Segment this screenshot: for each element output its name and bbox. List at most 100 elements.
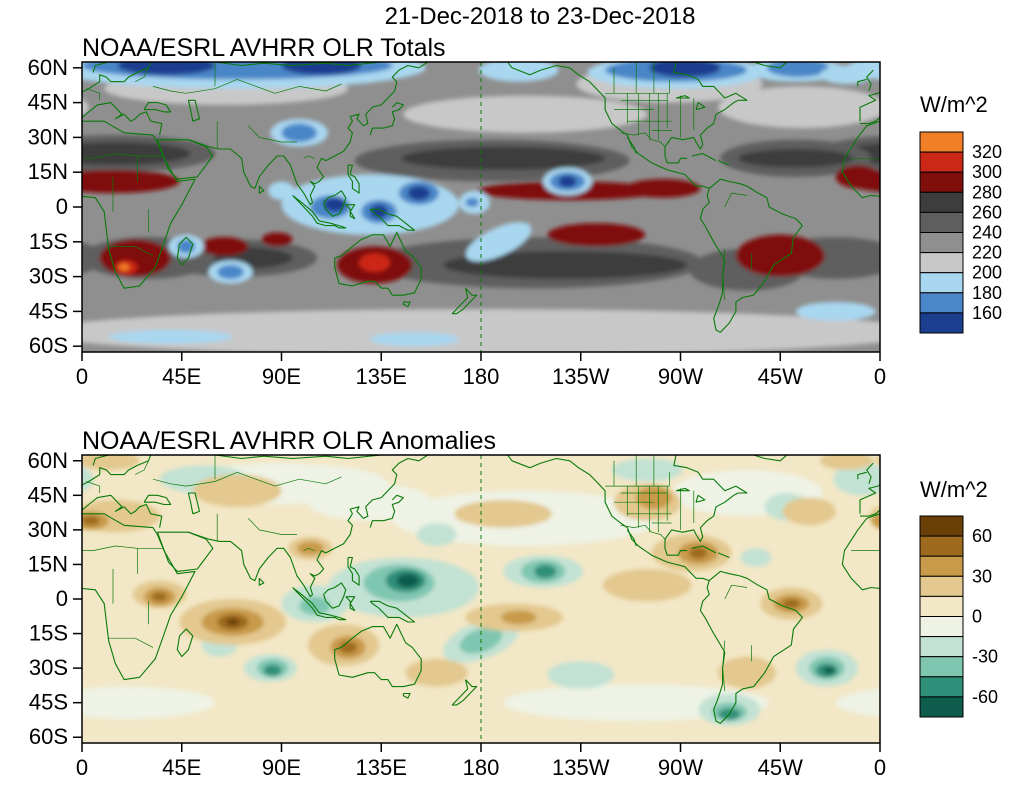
field-blob (501, 610, 537, 625)
coastline (345, 596, 356, 612)
coastline (717, 552, 730, 559)
country-border (248, 125, 297, 143)
figure-date-title: 21-Dec-2018 to 23-Dec-2018 (385, 3, 696, 30)
map-area (69, 52, 1027, 352)
colorbar-tick-label: 280 (972, 182, 1002, 202)
field-blob (547, 223, 646, 247)
lon-tick-label: 0 (874, 364, 886, 389)
lon-tick-label: 45E (162, 755, 201, 780)
field-blob (823, 666, 835, 674)
coastline (695, 102, 706, 111)
country-border (722, 640, 726, 692)
field-blob (689, 547, 708, 559)
field-blob (782, 599, 801, 609)
coastline (664, 62, 748, 164)
field-blob (880, 52, 1027, 80)
field-blob (718, 656, 776, 689)
coastline (369, 102, 404, 136)
lon-tick-label: 135E (356, 755, 407, 780)
colorbar2-units-label: W/m^2 (920, 477, 988, 502)
field-blob (297, 541, 324, 556)
field-blob (403, 95, 648, 133)
lat-tick-label: 30N (28, 124, 68, 149)
country-border (984, 472, 1027, 486)
field-blob (261, 232, 293, 247)
field-blob (558, 175, 577, 188)
country-border (274, 83, 342, 94)
coastline (82, 513, 196, 681)
colorbar-box (919, 595, 964, 618)
colorbar-box (919, 191, 964, 213)
coastline (699, 570, 803, 724)
lat-tick-label: 0 (56, 586, 68, 611)
colorbar-box (919, 151, 964, 173)
colorbar-tick-label: 300 (972, 162, 1002, 182)
lon-tick-label: 0 (76, 755, 88, 780)
field-blob (82, 466, 94, 492)
field-blob (117, 62, 215, 75)
country-border (303, 155, 315, 159)
country-border (186, 471, 276, 487)
coastline (699, 178, 803, 333)
coastline (753, 455, 788, 462)
colorbar-box (919, 312, 964, 334)
field-blob (611, 458, 683, 482)
field-blob (738, 149, 854, 168)
lat-tick-label: 15S (29, 229, 68, 254)
country-border (135, 460, 149, 475)
coastline-group (507, 62, 907, 333)
lon-tick-label: 135E (356, 364, 407, 389)
coastline (82, 494, 163, 528)
coastline (1013, 455, 1027, 459)
coastline (187, 99, 201, 122)
coastline (69, 70, 76, 91)
country-border (620, 132, 666, 147)
coastline (626, 529, 637, 547)
coastline (82, 62, 152, 93)
panel2-title: NOAA/ESRL AVHRR OLR Anomalies (82, 427, 496, 455)
field-blob (407, 186, 430, 201)
colorbar-tick-label: 30 (972, 566, 992, 586)
field-blob (443, 251, 688, 279)
coastline (507, 62, 710, 189)
colorbar-box (919, 616, 964, 638)
field-blob (547, 661, 615, 689)
coastline-group (69, 62, 478, 315)
field-blob (820, 65, 874, 85)
colorbar-tick-label: 180 (972, 283, 1002, 303)
field-blob (217, 265, 244, 279)
colorbar-tick-label: 200 (972, 263, 1002, 283)
field-blob (795, 302, 876, 321)
lat-tick-label: 60N (28, 448, 68, 473)
coastline (214, 62, 382, 67)
coastline (0, 571, 4, 723)
lon-tick-label: 45W (758, 364, 803, 389)
country-border (108, 246, 154, 257)
field-blob (718, 86, 880, 129)
coastline (323, 582, 347, 609)
field-blob (454, 500, 552, 528)
field-blob (625, 179, 701, 198)
colorbar-tick-label: -30 (972, 647, 998, 667)
coastline (507, 455, 710, 582)
field-blob (192, 474, 282, 507)
lon-tick-label: 135W (552, 755, 610, 780)
lon-tick-label: 0 (874, 755, 886, 780)
coastline (859, 91, 880, 122)
field-blob (401, 146, 606, 170)
colorbar-box (919, 232, 964, 254)
coastline (841, 120, 880, 199)
coastline (82, 102, 163, 136)
lat-tick-label: 15N (28, 551, 68, 576)
field-blob (339, 641, 357, 654)
country-border (248, 518, 297, 535)
country-border (152, 478, 187, 487)
field-blob (478, 62, 559, 82)
coastline (176, 628, 194, 658)
coastline (891, 62, 907, 72)
coastline (176, 236, 194, 266)
country-border (82, 153, 138, 159)
lat-tick-label: 60S (29, 333, 68, 358)
coastline (402, 692, 411, 699)
